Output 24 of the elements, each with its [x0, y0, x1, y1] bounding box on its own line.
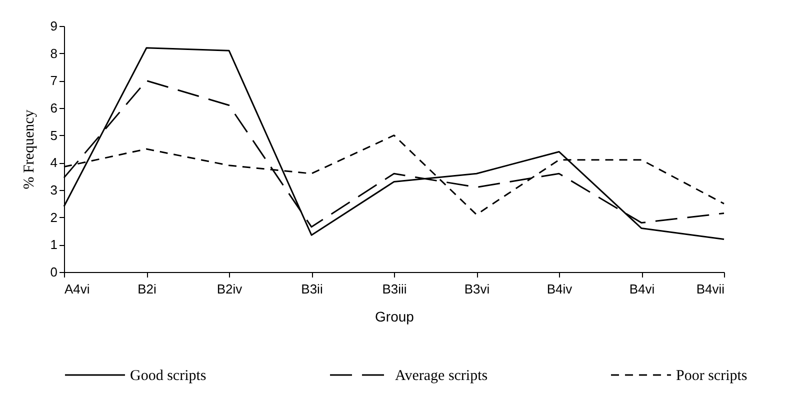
x-tick-label: B4vii	[696, 282, 725, 296]
y-tick-label: 0	[50, 264, 58, 280]
x-tick-label: B4iv	[546, 282, 573, 296]
legend-label: Average scripts	[395, 368, 488, 384]
x-tick-label: A4vi	[64, 282, 90, 296]
y-tick-label: 7	[50, 73, 58, 88]
y-tick-label: 2	[50, 210, 58, 225]
x-tick-label: B3iii	[382, 282, 407, 296]
x-tick-label: B2iv	[216, 282, 243, 296]
y-tick-label: 6	[50, 100, 58, 116]
y-tick-label: 4	[50, 155, 58, 170]
y-tick-label: 8	[50, 46, 58, 61]
legend-label: Poor scripts	[676, 368, 748, 384]
y-tick-label: 5	[50, 128, 58, 143]
x-tick-label: B2i	[138, 282, 156, 296]
y-tick-label: 9	[50, 18, 58, 34]
x-tick-label: B4vi	[629, 282, 655, 296]
y-tick-label: 3	[50, 182, 58, 198]
y-tick-label: 1	[50, 237, 58, 252]
x-tick-label: B3ii	[301, 282, 323, 296]
y-axis-title: % Frequency	[21, 109, 38, 190]
x-axis-title: Group	[375, 308, 414, 324]
x-tick-label: B3vi	[464, 282, 490, 296]
legend-label: Good scripts	[130, 368, 206, 384]
